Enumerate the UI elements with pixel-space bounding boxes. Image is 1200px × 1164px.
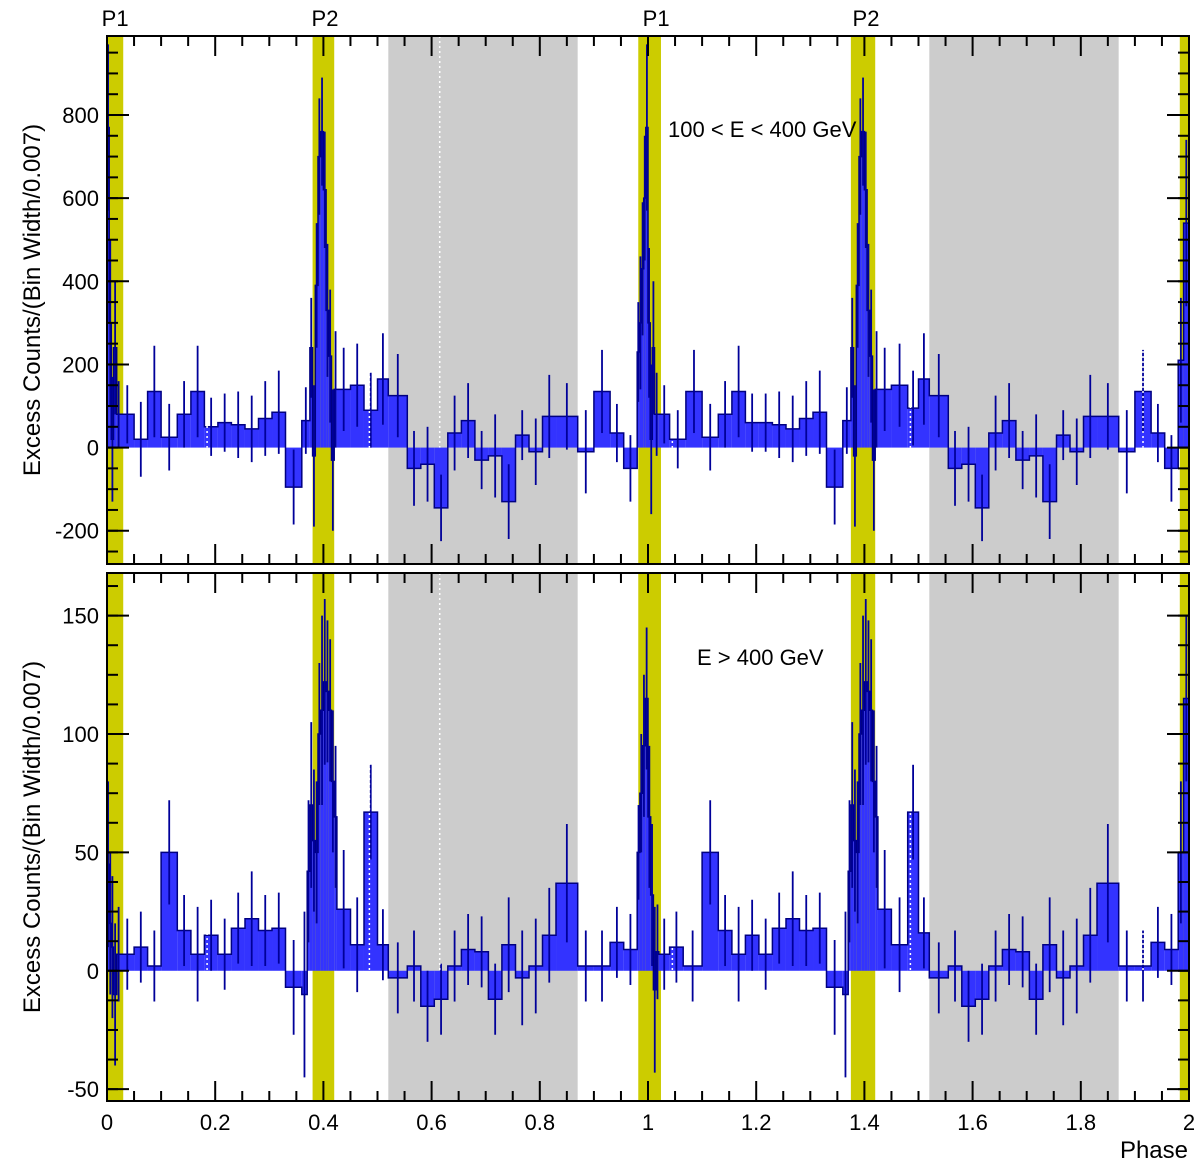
histogram-bar — [861, 131, 865, 448]
histogram-bar — [864, 189, 868, 448]
peak-label: P2 — [312, 6, 339, 31]
histogram-bar — [639, 793, 643, 971]
y-tick-label: -50 — [67, 1077, 99, 1102]
histogram-bar — [642, 745, 646, 971]
energy-annotation: 100 < E < 400 GeV — [668, 117, 857, 142]
x-axis: 0 0.2 0.4 0.6 0.8 1 1.2 1.4 1.6 1.8 2 — [101, 1110, 1195, 1135]
x-axis-label: Phase — [1120, 1137, 1188, 1164]
y-tick-label: 150 — [62, 604, 99, 629]
x-tick-label: 1.2 — [741, 1110, 772, 1135]
histogram-bar — [856, 285, 859, 448]
histogram-bar — [637, 852, 640, 971]
y-tick-label: 50 — [75, 840, 99, 865]
energy-annotation: E > 400 GeV — [697, 645, 824, 670]
x-tick-label: 1.4 — [849, 1110, 880, 1135]
panel-low-energy: -200 0 200 400 600 800 100 < E < 400 GeV Excess… — [19, 35, 1190, 565]
histogram-bar — [317, 156, 321, 448]
peak-labels: P1 P2 P1 P2 — [102, 6, 880, 31]
peak-label: P2 — [853, 6, 880, 31]
histogram-bar — [872, 781, 876, 971]
y-tick-label: 600 — [62, 186, 99, 211]
histogram-bar — [702, 852, 719, 971]
x-tick-label: 0.8 — [525, 1110, 556, 1135]
histogram-bar — [334, 816, 337, 971]
histogram-bar — [320, 131, 324, 448]
x-tick-label: 0 — [101, 1110, 113, 1135]
histogram-outline — [107, 681, 1189, 1008]
histogram-bar — [645, 127, 648, 448]
histogram-bar — [317, 734, 321, 971]
histogram-bar — [320, 710, 324, 971]
histogram-bar — [315, 285, 318, 448]
x-tick-label: 2 — [1183, 1110, 1195, 1135]
off-pulse-region — [929, 36, 1119, 564]
histogram-bar — [326, 310, 329, 448]
histogram-bar — [907, 812, 919, 971]
histogram-bar — [326, 691, 329, 971]
y-tick-label: 0 — [87, 959, 99, 984]
histogram-bar — [1183, 698, 1189, 971]
histogram-bar — [861, 710, 865, 971]
histogram-bar — [309, 805, 313, 971]
off-pulse-region — [929, 573, 1119, 1101]
histogram-bar — [331, 781, 335, 971]
x-tick-label: 1.6 — [957, 1110, 988, 1135]
histogram-bar — [875, 816, 878, 971]
peak-label: P1 — [102, 6, 129, 31]
x-tick-label: 0.2 — [200, 1110, 231, 1135]
histogram-bar — [645, 698, 648, 971]
histogram-bar — [867, 691, 870, 971]
off-pulse-region — [388, 573, 578, 1101]
histogram-bar — [850, 805, 854, 971]
y-axis-label: Excess Counts/(Bin Width/0.007) — [19, 661, 46, 1013]
y-tick-label: 0 — [87, 436, 99, 461]
histogram-bar — [363, 812, 378, 971]
y-tick-label: -200 — [55, 519, 99, 544]
histogram-outline — [107, 126, 1189, 509]
histogram-bar — [161, 852, 178, 971]
histogram-bar — [328, 710, 332, 971]
y-tick-label: 200 — [62, 352, 99, 377]
histogram-bar — [323, 189, 327, 448]
plot-area — [107, 573, 1189, 1101]
x-tick-label: 1 — [642, 1110, 654, 1135]
histogram-bar — [309, 347, 313, 448]
histogram-bar — [850, 347, 854, 448]
histogram-bar — [107, 127, 110, 448]
histogram-bar — [641, 268, 644, 448]
histogram-bar — [1183, 223, 1189, 448]
histogram-bar — [858, 734, 862, 971]
y-axis-label: Excess Counts/(Bin Width/0.007) — [19, 124, 46, 476]
histogram-bar — [648, 816, 651, 971]
peak-label: P1 — [643, 6, 670, 31]
y-tick-label: 100 — [62, 722, 99, 747]
histogram-bar — [643, 198, 646, 448]
plot-area — [107, 36, 1189, 564]
y-tick-label: 400 — [62, 269, 99, 294]
x-tick-label: 0.6 — [416, 1110, 447, 1135]
histogram-bar — [864, 681, 868, 971]
histogram-bar — [323, 681, 327, 971]
histogram-bar — [869, 710, 873, 971]
histogram-bar — [858, 156, 862, 448]
off-pulse-region — [388, 36, 578, 564]
panel-high-energy: -50 0 50 100 150 E > 400 GeV Excess Counts/(Bi… — [19, 572, 1190, 1102]
y-tick-label: 800 — [62, 103, 99, 128]
histogram-bar — [867, 310, 870, 448]
x-tick-label: 1.8 — [1066, 1110, 1097, 1135]
x-tick-label: 0.4 — [308, 1110, 339, 1135]
